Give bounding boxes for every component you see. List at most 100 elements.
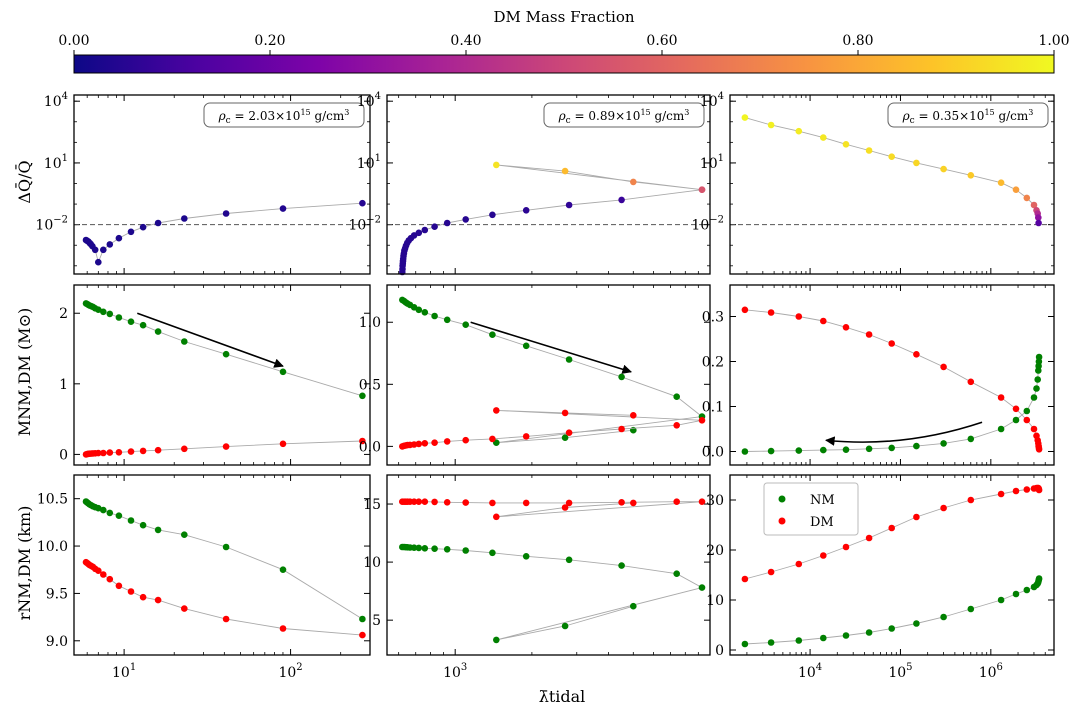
- data-point: [865, 445, 873, 453]
- data-point: [865, 331, 873, 338]
- data-point: [913, 351, 920, 358]
- data-point: [741, 114, 749, 121]
- data-point: [1012, 487, 1020, 495]
- data-point: [618, 425, 625, 433]
- y-tick-label: 5: [372, 613, 381, 629]
- data-point: [181, 531, 188, 538]
- y-tick-label: 1.0: [359, 315, 381, 331]
- data-point: [673, 393, 680, 401]
- y-tick-label: 101: [700, 153, 724, 172]
- data-point: [181, 338, 188, 345]
- data-point: [279, 625, 287, 632]
- data-point: [940, 504, 947, 512]
- data-point: [630, 602, 637, 610]
- data-point: [222, 615, 230, 623]
- legend-marker-nm: [778, 495, 786, 503]
- data-point: [493, 161, 500, 169]
- data-point: [888, 340, 895, 347]
- trend-arrow: [137, 312, 284, 368]
- data-point: [359, 392, 366, 400]
- axes-frame: [729, 94, 1055, 275]
- data-point: [181, 605, 188, 612]
- data-point: [618, 499, 625, 506]
- data-point: [95, 567, 102, 574]
- y-tick-label: 0.3: [702, 310, 724, 326]
- data-point: [359, 631, 366, 639]
- data-point: [1012, 590, 1020, 598]
- y-tick-label: 15: [363, 497, 381, 513]
- y-tick-label: 20: [706, 543, 724, 559]
- data-point: [820, 634, 827, 642]
- density-annotation-box: [543, 102, 705, 128]
- data-point: [698, 417, 706, 424]
- data-point: [106, 509, 114, 517]
- data-point: [154, 526, 162, 534]
- data-point: [443, 219, 451, 227]
- ylabel-row1: ΔQ̄/Q̄: [13, 160, 34, 203]
- data-point: [888, 153, 895, 160]
- data-point: [139, 223, 147, 231]
- colorbar-tick-label: 0.40: [450, 33, 481, 49]
- data-point: [767, 447, 775, 455]
- data-point: [139, 593, 147, 601]
- data-point: [795, 447, 803, 454]
- data-point: [940, 165, 947, 173]
- data-point: [795, 637, 803, 644]
- data-point: [888, 625, 895, 632]
- y-tick-label: 0.0: [702, 445, 724, 461]
- xlabel: λ̄tidal: [539, 687, 586, 706]
- data-point: [967, 172, 975, 179]
- data-point: [820, 134, 827, 141]
- data-point: [279, 566, 287, 573]
- y-tick-label: 0.0: [359, 439, 381, 455]
- data-point: [741, 575, 749, 583]
- data-point: [565, 201, 573, 209]
- data-point: [100, 449, 107, 457]
- data-point: [888, 444, 895, 452]
- legend-box: [763, 482, 859, 536]
- panel-row2-col1: 0 1 2: [59, 284, 371, 466]
- data-point: [1034, 376, 1041, 383]
- y-tick-label: 104: [700, 91, 724, 110]
- data-point: [997, 425, 1005, 433]
- data-point: [421, 498, 429, 506]
- data-point: [1035, 353, 1043, 361]
- data-point: [698, 584, 706, 591]
- data-point: [154, 219, 162, 227]
- data-point: [913, 620, 920, 627]
- data-point: [522, 553, 530, 560]
- data-point: [421, 226, 429, 234]
- y-tick-label: 0: [715, 643, 724, 659]
- panel-row3-col3: 104 105 106 0 10 20 30 NM DM: [706, 474, 1055, 681]
- data-point: [561, 167, 569, 175]
- data-point: [359, 437, 366, 445]
- series-line-NM: [85, 303, 363, 397]
- data-point: [359, 615, 366, 623]
- data-point: [100, 308, 107, 316]
- panel-row1-col3: 10−2 101 104 ρc = 0.35×1015 g/cm3: [691, 91, 1055, 275]
- data-point: [618, 373, 625, 381]
- data-point: [1023, 407, 1031, 415]
- data-point: [95, 306, 102, 314]
- data-point: [913, 513, 920, 521]
- panel-row1-col1: 10−2 101 104 ρc = 2.03×1015 g/cm3: [35, 91, 371, 275]
- data-point: [940, 613, 947, 621]
- data-point: [410, 498, 418, 506]
- data-point: [741, 448, 749, 455]
- data-point: [462, 499, 470, 506]
- data-point: [842, 632, 850, 639]
- data-point: [795, 127, 803, 135]
- data-point: [967, 605, 975, 613]
- data-point: [115, 234, 123, 242]
- data-point: [795, 560, 803, 568]
- ylabel-row3: rNM,DM (km): [15, 506, 34, 621]
- series-line-DM: [85, 561, 363, 636]
- data-point: [222, 350, 230, 358]
- data-point: [127, 318, 135, 326]
- data-point: [462, 436, 470, 444]
- data-point: [91, 246, 99, 254]
- y-tick-label: 10: [706, 593, 724, 609]
- series-line-NM: [744, 356, 1040, 452]
- ylabel-row2: MNM,DM (M⊙): [15, 308, 34, 436]
